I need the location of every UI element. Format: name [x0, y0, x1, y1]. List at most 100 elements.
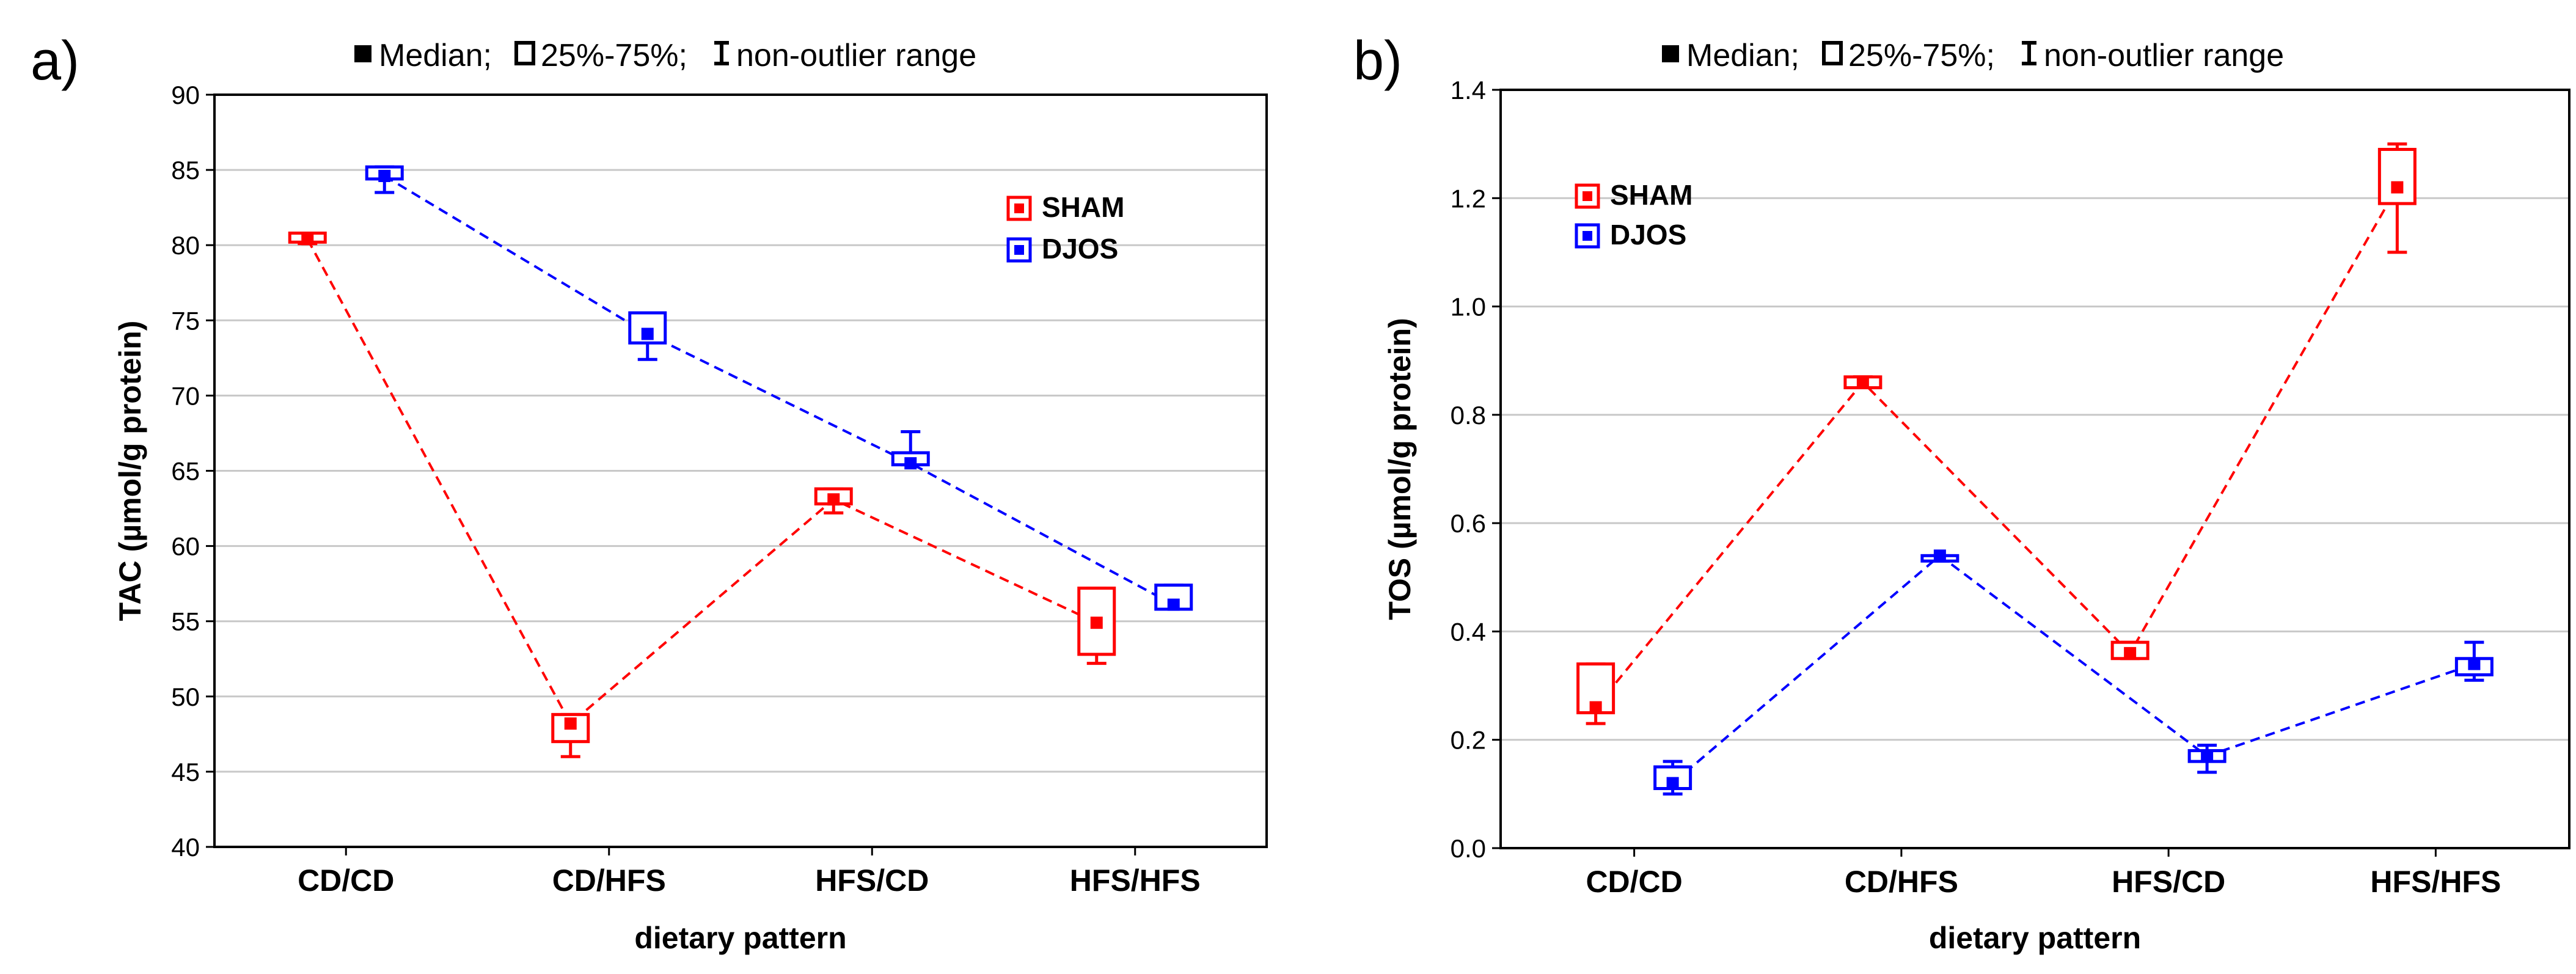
median-marker	[1167, 598, 1180, 611]
y-tick-label: 55	[171, 607, 200, 636]
panel-label: a)	[31, 31, 79, 92]
x-tick-label: HFS/HFS	[1070, 863, 1201, 898]
box-plot	[551, 712, 590, 758]
series-line	[306, 238, 1097, 726]
series-djos	[365, 165, 1193, 611]
y-tick-label: 0.8	[1451, 401, 1486, 430]
box-plot	[1653, 760, 1692, 796]
chart-key: Median; 25%-75%; non-outlier range	[354, 38, 976, 73]
y-tick-label: 0.6	[1451, 509, 1486, 538]
box-plot	[1154, 584, 1193, 611]
median-marker	[1090, 617, 1103, 629]
y-tick-label: 40	[171, 833, 200, 862]
legend-item: SHAM	[1575, 179, 1692, 211]
x-tick-label: CD/CD	[298, 863, 394, 898]
y-tick-label: 65	[171, 457, 200, 486]
legend-label: SHAM	[1610, 179, 1692, 211]
panel-b: b) Median; 25%-75%; non-outlier range 0.0 0.2…	[1353, 31, 2571, 955]
legend-median-icon	[1583, 191, 1592, 201]
whisker-key-icon	[714, 41, 729, 65]
key-whisker-label: non-outlier range	[2044, 38, 2284, 73]
box-key-icon	[514, 41, 535, 65]
x-tick-label: CD/HFS	[1845, 865, 1958, 899]
y-tick-label: 50	[171, 683, 200, 711]
median-marker	[2201, 750, 2214, 763]
x-axis-title: dietary pattern	[634, 921, 846, 955]
y-tick-label: 75	[171, 306, 200, 335]
median-marker	[2468, 657, 2481, 670]
box-plot	[2187, 744, 2227, 774]
median-marker	[564, 717, 577, 730]
box-key-icon	[1822, 41, 1843, 65]
median-marker	[1666, 777, 1679, 789]
box-plot	[891, 430, 930, 470]
box-plot	[1920, 549, 1959, 563]
whisker-key-icon	[2022, 41, 2036, 65]
key-box-label: 25%-75%;	[541, 38, 687, 73]
box-plot	[288, 232, 327, 246]
series-sham	[288, 232, 1116, 758]
median-marker	[641, 328, 654, 340]
box-plot	[1843, 375, 1883, 390]
iqr-box	[2377, 148, 2417, 205]
y-tick-label: 80	[171, 231, 200, 260]
series-line	[1672, 554, 2475, 785]
box-plot	[628, 311, 667, 361]
box-plot	[1576, 662, 1615, 725]
y-axis-title: TAC (µmol/g protein)	[113, 321, 147, 621]
key-box-label: 25%-75%;	[1848, 38, 1995, 73]
x-tick-label: HFS/CD	[2112, 865, 2225, 899]
median-marker	[2391, 181, 2404, 194]
median-key-icon	[354, 45, 371, 62]
legend-label: SHAM	[1042, 191, 1124, 223]
x-tick-label: CD/CD	[1586, 865, 1682, 899]
plot-frame	[213, 93, 1268, 848]
y-tick-label: 1.0	[1451, 293, 1486, 321]
series-sham	[1576, 142, 2417, 725]
legend-item: DJOS	[1575, 219, 1686, 251]
legend-item: SHAM	[1006, 191, 1124, 223]
y-tick-label: 70	[171, 381, 200, 410]
median-marker	[827, 493, 840, 506]
series-line	[384, 175, 1174, 606]
median-marker	[1933, 549, 1946, 562]
box-plot	[2454, 640, 2494, 682]
median-marker	[378, 169, 391, 182]
median-marker	[904, 457, 917, 470]
key-median-label: Median;	[1686, 38, 1799, 73]
legend-item: DJOS	[1006, 233, 1118, 265]
legend-median-icon	[1583, 231, 1592, 241]
y-tick-label: 0.0	[1451, 834, 1486, 863]
series-djos	[1653, 549, 2494, 796]
y-tick-label: 0.4	[1451, 617, 1486, 646]
legend-label: DJOS	[1610, 219, 1686, 251]
panel-label: b)	[1353, 31, 1402, 92]
y-tick-label: 85	[171, 156, 200, 185]
plot-frame	[1499, 89, 2571, 849]
series-line	[1595, 186, 2399, 708]
median-marker	[1856, 376, 1869, 389]
legend-median-icon	[1014, 245, 1024, 255]
y-tick-label: 45	[171, 758, 200, 786]
box-plot	[814, 487, 853, 514]
box-plot	[365, 165, 404, 194]
iqr-box	[1077, 587, 1116, 656]
x-axis-title: dietary pattern	[1929, 921, 2141, 955]
key-median-label: Median;	[379, 38, 492, 73]
median-marker	[1589, 701, 1602, 714]
median-marker	[2124, 646, 2137, 659]
panel-a: a) Median; 25%-75%; non-outlier range 40 45 50…	[31, 31, 1268, 955]
median-marker	[301, 233, 314, 246]
x-tick-label: HFS/CD	[815, 863, 929, 898]
y-axis-title: TOS (µmol/g protein)	[1383, 318, 1417, 620]
y-tick-label: 1.4	[1451, 76, 1486, 104]
y-tick-label: 0.2	[1451, 726, 1486, 755]
median-key-icon	[1662, 45, 1679, 62]
box-plot	[2110, 640, 2150, 661]
x-tick-label: CD/HFS	[552, 863, 666, 898]
y-tick-label: 60	[171, 532, 200, 561]
y-tick-label: 90	[171, 81, 200, 109]
chart-key: Median; 25%-75%; non-outlier range	[1662, 38, 2284, 73]
x-tick-label: HFS/HFS	[2370, 865, 2501, 899]
